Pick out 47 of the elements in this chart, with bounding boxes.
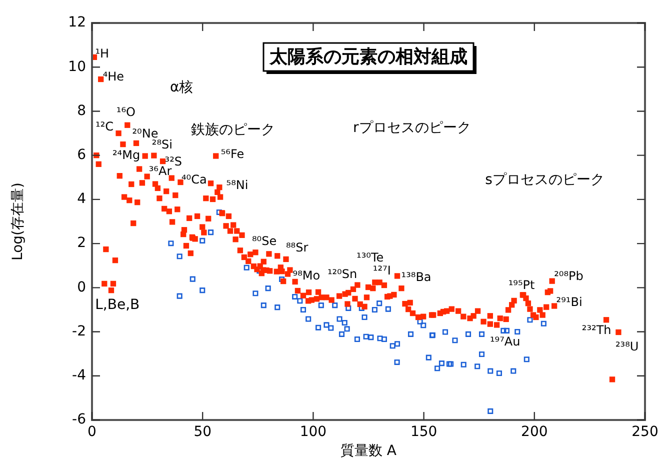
annotation: ⁵⁶Fe (220, 147, 244, 162)
annotation: ⁸⁰Se (252, 234, 277, 248)
annotation: ²⁸Si (152, 138, 173, 152)
annotation: ²⁹¹Bi (556, 295, 582, 310)
y-tick-label: 12 (68, 14, 86, 31)
annotation: ¹⁹⁵Pt (508, 278, 536, 292)
annotation: ²⁰⁸Pb (554, 269, 584, 284)
text: 太陽系の元素の相対組成 (268, 46, 468, 68)
annotation: ¹²⁷I (372, 263, 391, 278)
annotation: ⁴He (102, 69, 124, 84)
x-tick-label: 250 (632, 424, 658, 440)
annotation: sプロセスのピーク (485, 172, 604, 188)
annotation: ¹⁶O (116, 105, 136, 120)
annotation: ⁸⁸Sr (286, 240, 308, 254)
annotation: ¹³⁰Te (356, 250, 384, 264)
x-tick-label: 200 (521, 424, 548, 440)
annotation: α核 (170, 80, 194, 96)
annotation: ¹³⁸Ba (401, 270, 432, 284)
y-tick-label: 6 (77, 146, 86, 163)
y-tick-label: -2 (72, 323, 86, 340)
annotation: ²⁰Ne (132, 126, 158, 140)
y-tick-label: -4 (72, 368, 86, 384)
y-axis-title: Log(存在量) (10, 182, 26, 260)
annotation: rプロセスのピーク (353, 120, 471, 136)
annotation: ²³⁸U (615, 339, 639, 354)
x-tick-label: 0 (88, 424, 96, 440)
y-tick-label: 8 (77, 102, 86, 119)
x-axis-title: 質量数 A (340, 443, 397, 460)
annotation: ¹²⁰Sn (327, 267, 358, 282)
x-tick-label: 50 (194, 424, 212, 440)
annotation: ¹H (95, 46, 110, 60)
annotation: ⁴⁰Ca (181, 172, 207, 186)
annotation: ¹²C (96, 119, 114, 134)
y-tick-label: 10 (68, 58, 86, 75)
annotation: ¹⁹⁷Au (490, 334, 520, 348)
annotation: L,Be,B (95, 296, 140, 313)
annotation: 鉄族のピーク (190, 122, 275, 138)
annotation: ²⁴Mg (112, 148, 140, 162)
annotation: ⁹⁸Mo (292, 268, 320, 282)
y-tick-label: 4 (77, 191, 86, 208)
y-tick-label: 0 (77, 279, 86, 296)
annotation: ²³²Th (582, 322, 612, 337)
x-tick-label: 100 (300, 424, 327, 440)
y-tick-label: 2 (77, 235, 86, 252)
y-tick-label: -6 (72, 412, 86, 428)
annotation: ⁵⁸Ni (226, 178, 248, 192)
x-tick-label: 150 (410, 424, 438, 440)
